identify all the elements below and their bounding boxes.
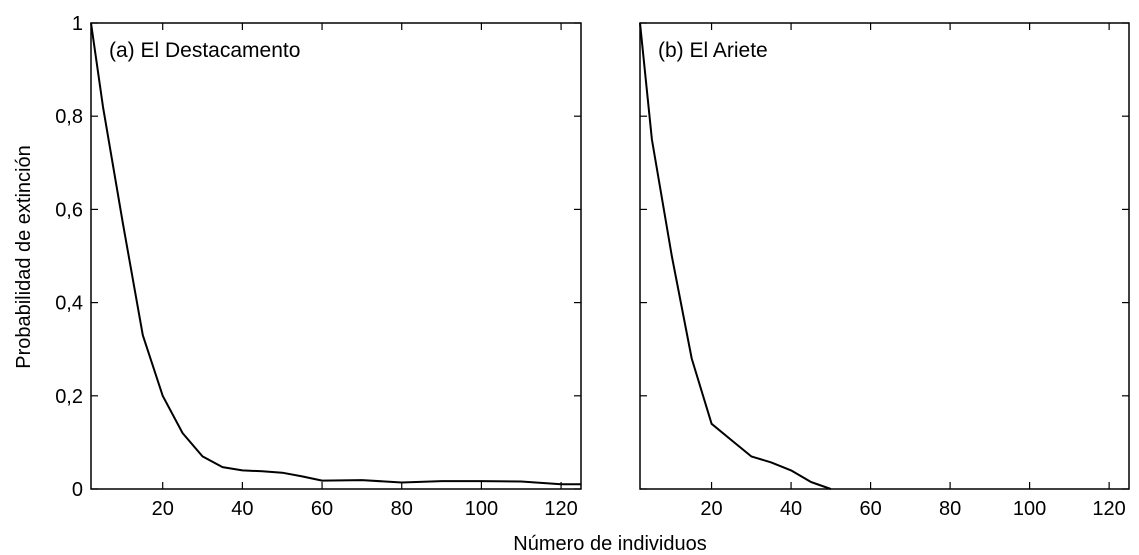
- x-tick-label-b: 100: [1013, 498, 1046, 520]
- x-tick-label-a: 40: [231, 498, 253, 520]
- x-tick-label-a: 100: [465, 498, 498, 520]
- y-tick-label-a: 0,6: [55, 199, 83, 221]
- y-tick-label-a: 1: [72, 13, 83, 35]
- x-tick-label-a: 80: [391, 498, 413, 520]
- x-axis-title: Número de individuos: [513, 533, 706, 555]
- y-axis-title: Probabilidad de extinción: [13, 145, 35, 369]
- y-tick-label-a: 0,2: [55, 386, 83, 408]
- series-line-a: [90, 22, 581, 486]
- x-tick-label-a: 20: [152, 498, 174, 520]
- x-tick-label-b: 120: [1092, 498, 1125, 520]
- panel-title-b: (b) El Ariete: [658, 39, 768, 62]
- x-tick-label-a: 120: [544, 498, 577, 520]
- series-line-b: [639, 22, 832, 490]
- plot-frame-a: [90, 22, 582, 490]
- y-tick-label-a: 0,4: [55, 293, 83, 315]
- x-tick-label-b: 80: [939, 498, 961, 520]
- x-tick-label-b: 60: [859, 498, 881, 520]
- x-tick-label-a: 60: [311, 498, 333, 520]
- plot-frame-b: [639, 22, 1130, 490]
- x-tick-label-b: 40: [780, 498, 802, 520]
- panel-b: 20 40 60 80 100 120 (b) El Ariete: [639, 22, 1130, 520]
- y-tick-label-a: 0: [72, 479, 83, 501]
- x-tick-label-b: 20: [700, 498, 722, 520]
- panel-a: 20 40 60 80 100 120 0 0,2 0,4 0,6 0,8 1 (a) El Desta…: [55, 13, 582, 520]
- y-tick-label-a: 0,8: [55, 106, 83, 128]
- panel-title-a: (a) El Destacamento: [109, 39, 300, 62]
